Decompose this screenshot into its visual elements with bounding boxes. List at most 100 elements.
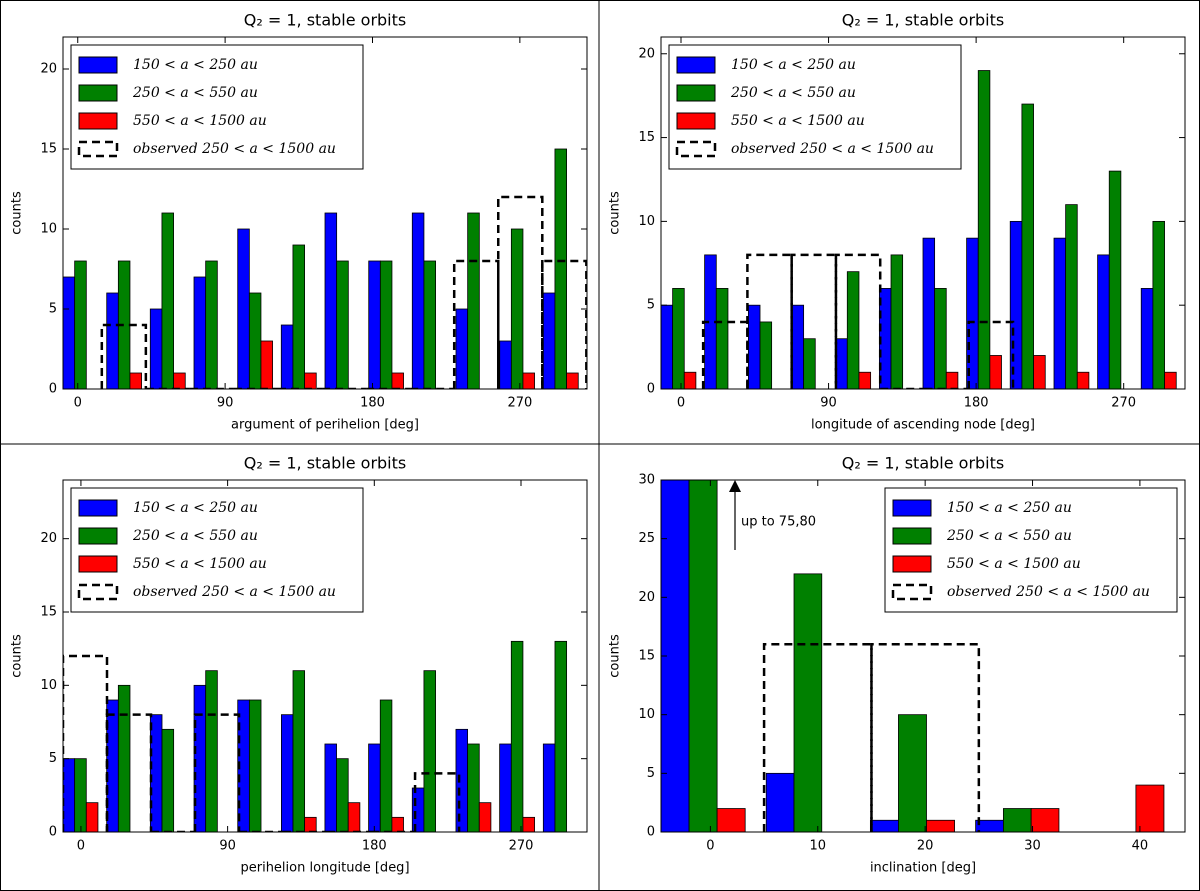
y-tick-label: 30 [638, 473, 655, 488]
x-tick-label: 270 [1111, 396, 1136, 411]
bar [63, 758, 76, 832]
legend-label: observed 250 < a < 1500 au [133, 584, 336, 600]
y-axis-label: counts [608, 634, 623, 678]
legend-swatch [676, 56, 716, 74]
bar [542, 292, 556, 389]
bar [835, 338, 848, 389]
legend-label: 550 < a < 1500 au [133, 113, 267, 129]
bar [368, 260, 381, 389]
axes-frame [62, 36, 588, 390]
bar [554, 148, 567, 389]
legend-swatch [892, 527, 932, 545]
bar [391, 372, 404, 389]
legend-swatch [891, 583, 933, 601]
legend-swatch [675, 140, 717, 158]
bar [149, 308, 163, 389]
observed-step [100, 323, 148, 389]
y-tick-label: 20 [40, 531, 57, 546]
y-tick-label: 15 [638, 130, 655, 145]
bar [716, 808, 746, 832]
observed-step [967, 320, 1015, 389]
bar [499, 340, 512, 389]
x-tick-label: 0 [74, 396, 82, 411]
x-axis-label: longitude of ascending node [deg] [811, 418, 1035, 433]
legend-label: observed 250 < a < 1500 au [947, 584, 1150, 600]
x-axis-label: perihelion longitude [deg] [240, 861, 409, 876]
y-tick-label: 0 [49, 382, 57, 397]
bar [193, 684, 207, 832]
bar [63, 276, 76, 389]
bar [989, 355, 1002, 389]
legend-label: 550 < a < 1500 au [731, 113, 865, 129]
bar [324, 743, 337, 832]
bar [1033, 355, 1046, 389]
plot-area [661, 70, 1177, 389]
bar [173, 372, 186, 389]
bar [411, 212, 425, 389]
bar [858, 371, 872, 389]
y-axis-label: counts [608, 191, 623, 235]
bar [522, 372, 535, 389]
x-tick-label: 10 [809, 839, 826, 854]
bar [898, 714, 927, 832]
bar [922, 237, 936, 389]
x-tick-label: 90 [820, 396, 837, 411]
bar [672, 288, 685, 389]
bar [423, 260, 436, 389]
bar [510, 640, 524, 832]
bar [347, 802, 361, 832]
bar [304, 816, 317, 832]
x-tick-label: 180 [964, 396, 989, 411]
x-tick-label: 0 [77, 839, 85, 854]
legend-swatch [77, 140, 119, 158]
bar [661, 304, 674, 389]
legend-swatch [78, 112, 118, 130]
legend-swatch [77, 583, 119, 601]
y-axis-label: counts [10, 191, 25, 235]
observed-step [762, 643, 873, 832]
y-tick-label: 10 [40, 678, 57, 693]
bar [1164, 371, 1177, 389]
annotation: up to 75,80 [741, 515, 816, 530]
bar [747, 304, 761, 389]
bar [336, 758, 349, 832]
bar [1021, 103, 1034, 389]
y-tick-label: 0 [647, 382, 655, 397]
y-tick-label: 0 [647, 825, 655, 840]
chart-title: Q₂ = 1, stable orbits [842, 454, 1004, 473]
axes-frame [660, 36, 1186, 390]
bar [281, 714, 294, 832]
bar [793, 573, 823, 832]
bar [926, 819, 955, 832]
bar [106, 699, 119, 832]
bar [161, 728, 175, 832]
bar [478, 802, 492, 832]
bar [846, 271, 860, 389]
bar [85, 802, 99, 832]
y-tick-label: 20 [638, 590, 655, 605]
chart-title: Q₂ = 1, stable orbits [244, 11, 406, 30]
bar [1108, 170, 1122, 389]
bar [683, 371, 697, 389]
x-tick-label: 0 [706, 839, 714, 854]
observed-step [746, 253, 793, 389]
legend-swatch [892, 555, 932, 573]
bar [1076, 371, 1090, 389]
x-tick-label: 30 [1024, 839, 1041, 854]
axes-frame [660, 479, 1186, 833]
bar [765, 772, 795, 832]
legend-label: observed 250 < a < 1500 au [731, 141, 934, 157]
legend-swatch [78, 56, 118, 74]
bar [966, 237, 979, 389]
x-axis-label: argument of perihelion [deg] [231, 418, 419, 433]
bar [324, 212, 338, 389]
bar [1065, 204, 1078, 389]
bar [467, 212, 480, 389]
x-tick-label: 40 [1132, 839, 1149, 854]
bar [193, 276, 207, 389]
bar [117, 684, 131, 832]
bar [379, 260, 393, 389]
legend-label: 250 < a < 550 au [730, 85, 856, 101]
bar [554, 640, 568, 832]
bar [934, 288, 947, 389]
